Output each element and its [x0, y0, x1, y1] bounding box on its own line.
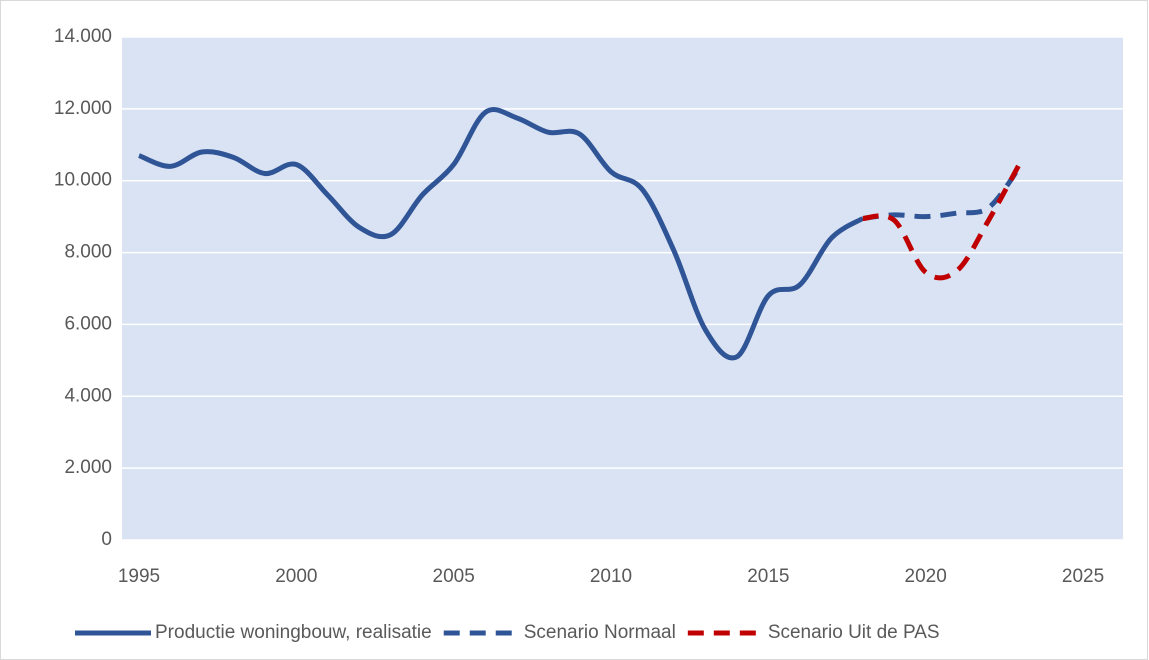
y-tick-label: 14.000 [54, 26, 112, 47]
x-tick-label: 2000 [275, 566, 317, 587]
plot-area [122, 37, 1123, 540]
y-tick-label: 10.000 [54, 170, 112, 191]
legend-label: Productie woningbouw, realisatie [155, 622, 432, 643]
legend-label: Scenario Uit de PAS [768, 622, 940, 643]
y-tick-label: 6.000 [64, 313, 112, 334]
y-tick-label: 4.000 [64, 385, 112, 406]
x-tick-label: 2015 [747, 566, 789, 587]
y-tick-label: 8.000 [64, 242, 112, 263]
series-line [862, 161, 1023, 281]
x-tick-label: 2025 [1062, 566, 1104, 587]
y-tick-label: 0 [101, 529, 112, 550]
series-line [862, 164, 1023, 221]
legend-label: Scenario Normaal [524, 622, 676, 643]
y-tick-label: 2.000 [64, 457, 112, 478]
x-tick-label: 1995 [118, 566, 160, 587]
x-tick-label: 2005 [433, 566, 475, 587]
x-tick-label: 2010 [590, 566, 632, 587]
x-tick-label: 2020 [905, 566, 947, 587]
y-tick-label: 12.000 [54, 98, 112, 119]
series-line [138, 107, 865, 361]
